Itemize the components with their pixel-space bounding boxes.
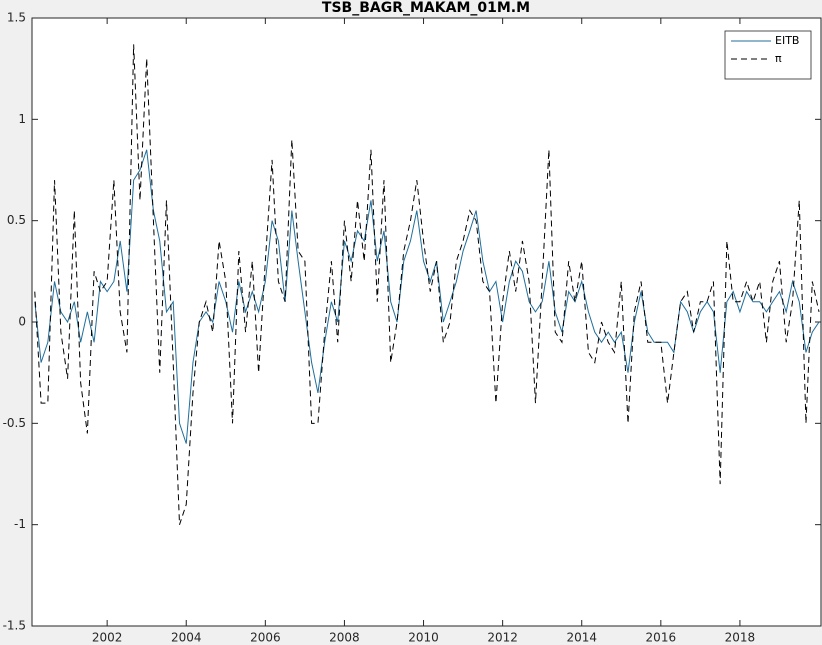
y-tick-label: 1 — [18, 112, 26, 126]
x-tick-label: 2002 — [92, 631, 123, 645]
x-tick-label: 2010 — [408, 631, 439, 645]
x-tick-label: 2016 — [646, 631, 677, 645]
plot-area — [31, 17, 822, 627]
x-tick-label: 2006 — [250, 631, 281, 645]
x-tick-label: 2008 — [329, 631, 360, 645]
y-tick-label: -1 — [14, 517, 26, 531]
x-tick-label: 2018 — [725, 631, 756, 645]
series-line — [34, 149, 820, 444]
legend-box — [724, 30, 812, 80]
legend-label: EITB — [775, 34, 799, 47]
x-tick-label: 2014 — [566, 631, 597, 645]
legend-label: π — [775, 52, 782, 65]
x-tick-label: 2004 — [171, 631, 202, 645]
chart-title: TSB_BAGR_MAKAM_01M.M — [322, 0, 530, 16]
y-tick-label: 0.5 — [7, 213, 26, 227]
y-tick-label: -0.5 — [3, 416, 26, 430]
y-tick-label: -1.5 — [3, 619, 26, 633]
y-tick-label: 1.5 — [7, 11, 26, 25]
y-tick-label: 0 — [18, 315, 26, 329]
x-tick-label: 2012 — [487, 631, 518, 645]
